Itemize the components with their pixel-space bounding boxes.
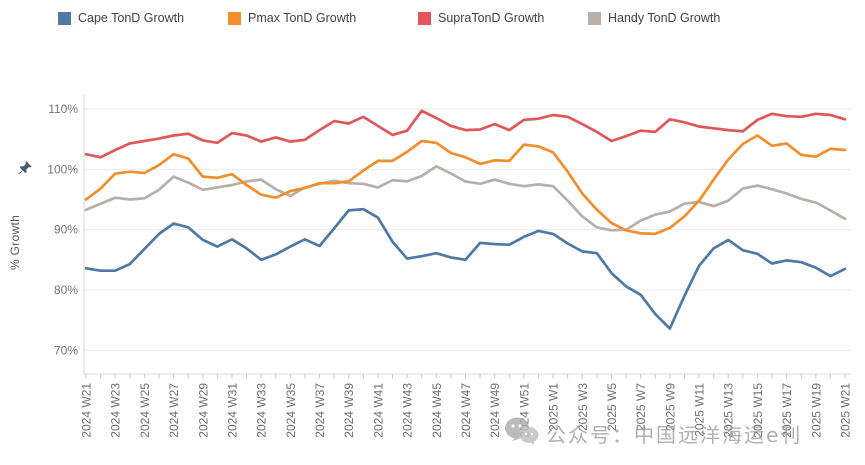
legend-label: SupraTonD Growth — [438, 11, 545, 25]
x-tick-label[interactable]: 2025 W5 — [605, 383, 619, 431]
x-tick-label[interactable]: 2025 W19 — [809, 383, 823, 438]
x-tick-label[interactable]: 2025 W13 — [722, 383, 736, 438]
legend-label: Pmax TonD Growth — [248, 11, 357, 25]
y-tick-label: 110% — [48, 102, 78, 116]
legend-item-cape[interactable]: Cape TonD Growth — [58, 11, 184, 25]
x-tick-label[interactable]: 2025 W7 — [634, 383, 648, 431]
x-tick-label[interactable]: 2025 W17 — [780, 383, 794, 438]
series-line-cape[interactable] — [84, 207, 847, 330]
x-tick-label[interactable]: 2025 W1 — [547, 383, 561, 431]
y-tick-label: 80% — [54, 283, 78, 297]
legend-swatch — [418, 11, 431, 25]
x-tick-label[interactable]: 2024 W23 — [109, 383, 123, 438]
series-line-pmax[interactable] — [84, 134, 847, 236]
x-tick-label[interactable]: 2025 W11 — [693, 383, 707, 437]
x-tick-label[interactable]: 2024 W31 — [225, 383, 239, 438]
y-tick-label: 90% — [54, 223, 78, 237]
x-tick-label[interactable]: 2024 W39 — [342, 383, 356, 438]
legend-label: Cape TonD Growth — [78, 11, 185, 25]
x-tick-label[interactable]: 2024 W41 — [371, 383, 385, 438]
x-tick-label[interactable]: 2024 W47 — [459, 383, 473, 438]
series-line-supratond[interactable] — [84, 109, 847, 159]
x-tick-label[interactable]: 2024 W43 — [401, 383, 415, 438]
legend-swatch — [588, 11, 601, 25]
legend-label: Handy TonD Growth — [608, 11, 721, 25]
legend-swatch — [228, 11, 241, 25]
x-tick-label[interactable]: 2024 W35 — [284, 383, 298, 438]
pushpin-icon[interactable] — [17, 160, 33, 176]
x-tick-label[interactable]: 2024 W33 — [255, 383, 269, 438]
x-tick-label[interactable]: 2024 W45 — [430, 383, 444, 438]
x-tick-label[interactable]: 2025 W9 — [663, 383, 677, 431]
legend-item-pmax[interactable]: Pmax TonD Growth — [228, 11, 356, 25]
x-tick-label[interactable]: 2025 W21 — [839, 383, 853, 438]
y-tick-label: 70% — [54, 343, 78, 357]
x-tick-label[interactable]: 2024 W49 — [488, 383, 502, 438]
x-tick-label[interactable]: 2024 W21 — [80, 383, 94, 438]
x-tick-label[interactable]: 2024 W29 — [196, 383, 210, 438]
legend-item-supratond[interactable]: SupraTonD Growth — [418, 11, 544, 25]
legend-item-handy[interactable]: Handy TonD Growth — [588, 11, 720, 25]
x-tick-label[interactable]: 2025 W15 — [751, 383, 765, 438]
x-tick-label[interactable]: 2025 W3 — [576, 383, 590, 431]
x-tick-label[interactable]: 2024 W27 — [167, 383, 181, 438]
y-tick-label: 100% — [47, 162, 78, 176]
x-tick-label[interactable]: 2024 W37 — [313, 383, 327, 438]
legend-swatch — [58, 11, 71, 25]
series-line-handy[interactable] — [84, 164, 847, 232]
x-tick-label[interactable]: 2024 W51 — [517, 383, 531, 438]
x-tick-label[interactable]: 2024 W25 — [138, 383, 152, 438]
